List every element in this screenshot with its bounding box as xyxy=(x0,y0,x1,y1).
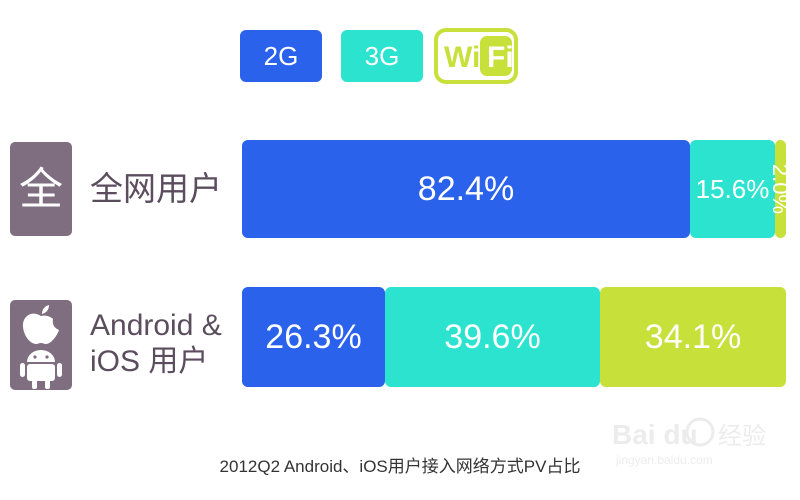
bar-label-android-ios-3g: 39.6% xyxy=(444,317,541,356)
row-label-all-network: 全网用户 xyxy=(90,170,222,207)
all-network-icon-glyph: 全 xyxy=(19,164,63,215)
bar-label-android-ios-2g: 26.3% xyxy=(265,317,362,356)
row-label-android-ios-line1: Android & xyxy=(90,309,222,342)
bar-label-android-ios-wifi: 34.1% xyxy=(644,317,742,356)
svg-text:Fi: Fi xyxy=(487,41,514,74)
watermark-cn: 经验 xyxy=(718,422,766,450)
watermark-sub: jingyan.baidu.com xyxy=(615,453,713,467)
bar-label-all-network-2g: 82.4% xyxy=(417,169,515,208)
bar-segment-all-network-3g: 15.6% xyxy=(690,140,775,238)
bar-row-android-ios: 26.3% 39.6% 34.1% xyxy=(242,287,786,387)
all-network-icon: 全 xyxy=(10,142,72,236)
legend-3g: 3G xyxy=(341,30,423,82)
bar-segment-android-ios-3g: 39.6% xyxy=(385,287,600,387)
row-label-android-ios-line2: iOS 用户 xyxy=(90,345,209,378)
legend-3g-label: 3G xyxy=(364,40,400,71)
svg-text:Wi: Wi xyxy=(444,41,480,74)
bar-segment-all-network-wifi: 2.0% xyxy=(769,140,794,238)
bar-segment-android-ios-2g: 26.3% xyxy=(242,287,385,387)
legend-2g: 2G xyxy=(240,30,322,82)
chart-caption: 2012Q2 Android、iOS用户接入网络方式PV占比 xyxy=(219,457,581,476)
row-label-android-ios: Android & iOS 用户 xyxy=(90,308,222,380)
bar-segment-all-network-2g: 82.4% xyxy=(242,140,690,238)
apple-android-icon xyxy=(10,300,72,390)
bar-segment-android-ios-wifi: 34.1% xyxy=(600,287,786,387)
bar-label-all-network-3g: 15.6% xyxy=(695,173,770,204)
legend-2g-label: 2G xyxy=(263,40,299,71)
bar-row-all-network: 82.4% 15.6% 2.0% xyxy=(242,140,794,238)
watermark-brand: Bai du xyxy=(612,419,698,450)
bar-label-all-network-wifi: 2.0% xyxy=(768,163,794,215)
baidu-watermark-logo: Bai du 经验 jingyan.baidu.com xyxy=(612,417,766,467)
legend-wifi-icon: Wi Fi xyxy=(434,28,518,84)
